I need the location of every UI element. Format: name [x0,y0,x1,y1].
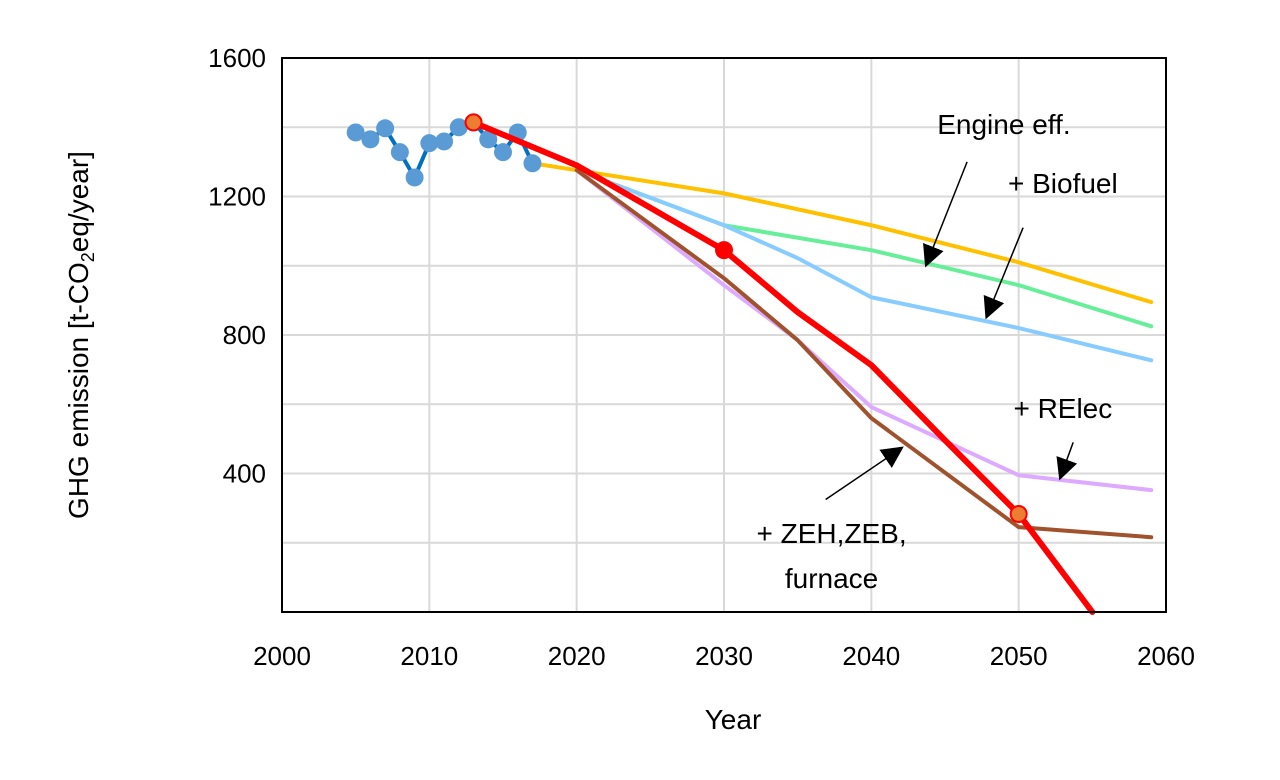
annotation-arrow [825,446,904,501]
x-tick-label: 2020 [548,641,606,671]
y-tick-label: 1600 [208,43,266,73]
data-point [479,130,498,149]
annotation-arrow [1056,442,1078,481]
data-point [346,123,365,142]
gridlines [282,58,1166,612]
annotation-label: + ZEH,ZEB, [756,518,906,549]
milestone-point [464,113,483,132]
data-point [523,154,542,173]
annotation-label: + RElec [1013,393,1112,424]
y-tick-label: 400 [223,459,266,489]
data-point [449,118,468,137]
x-tick-label: 2050 [990,641,1048,671]
annotation: + RElec [1013,393,1112,481]
annotation: + ZEH,ZEB, furnace [756,446,907,594]
tick-labels: 2000 2010 2020 2030 2040 2050 2060 400 800 1200 16… [208,43,1195,671]
series-line-3 [574,168,1154,363]
plot-frame [281,57,1167,613]
x-tick-label: 2040 [842,641,900,671]
series-line-1 [530,161,1154,305]
data-point [435,132,454,151]
annotation-label: + Biofuel [1008,168,1118,199]
milestone-point [715,241,733,260]
x-tick-label: 2030 [695,641,753,671]
x-tick-label: 2060 [1137,641,1195,671]
data-point [361,130,380,149]
y-axis-label: GHG emission [t-CO2eq/year] [63,151,98,519]
x-tick-label: 2010 [400,641,458,671]
data-point [390,143,409,162]
annotation-label: furnace [785,563,878,594]
annotations: Engine eff. + Biofuel + RElec + ZEH,ZEB, fur… [756,109,1117,594]
y-tick-label: 800 [223,320,266,350]
series-line-4 [574,168,1154,493]
annotation-arrow [983,227,1024,320]
annotation-arrow [923,161,968,268]
data-point [376,119,395,138]
milestone-point [1009,505,1028,524]
y-tick-label: 1200 [208,182,266,212]
data-point [405,168,424,187]
series-group [346,113,1154,615]
series-line-5 [574,168,1154,540]
data-point [494,143,512,162]
series-line-6 [470,119,1096,615]
annotation: Engine eff. [923,109,1071,268]
x-tick-label: 2000 [253,641,311,671]
annotation-label: Engine eff. [937,109,1070,140]
data-point [420,134,439,153]
x-axis-label: Year [705,704,762,735]
annotation: + Biofuel [983,168,1118,320]
